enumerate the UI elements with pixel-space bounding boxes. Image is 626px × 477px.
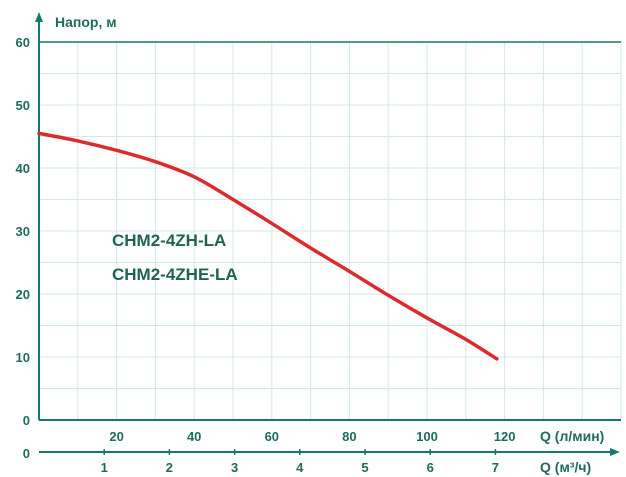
x-tick-label-lpm: 120 bbox=[494, 429, 516, 444]
y-tick-label: 20 bbox=[16, 287, 30, 302]
x-tick-label-lpm: 80 bbox=[342, 429, 356, 444]
x-axis-title-lpm: Q (л/мин) bbox=[540, 428, 604, 444]
x-tick-label-m3h: 5 bbox=[361, 460, 368, 475]
x-tick-label-lpm: 20 bbox=[109, 429, 123, 444]
x-axis-title-m3h: Q (м³/ч) bbox=[540, 459, 591, 475]
model-label-2: CHM2-4ZHE-LA bbox=[112, 265, 238, 284]
x-axis-arrow bbox=[610, 448, 620, 456]
axes bbox=[35, 12, 621, 456]
x-tick-label-m3h-zero: 0 bbox=[23, 446, 30, 461]
y-axis-title: Напор, м bbox=[55, 14, 117, 30]
labels: 0 10 20 30 40 50 60 20 40 60 80 100 120 0 1 2 3 4 5 6 7 Напор… bbox=[16, 14, 605, 475]
x-tick-label-lpm: 100 bbox=[416, 429, 438, 444]
series-marks bbox=[37, 131, 499, 361]
y-tick-label: 30 bbox=[16, 224, 30, 239]
y-tick-label: 0 bbox=[23, 413, 30, 428]
x-tick-label-m3h: 2 bbox=[166, 460, 173, 475]
pump-curve-line bbox=[37, 131, 499, 361]
x-tick-label-m3h: 4 bbox=[296, 460, 304, 475]
y-axis-arrow bbox=[35, 12, 43, 22]
x-tick-label-m3h: 7 bbox=[492, 460, 499, 475]
y-tick-label: 60 bbox=[16, 35, 30, 50]
x-tick-label-m3h: 1 bbox=[101, 460, 108, 475]
model-label-1: CHM2-4ZH-LA bbox=[112, 231, 226, 250]
x-tick-label-m3h: 6 bbox=[427, 460, 434, 475]
x-tick-label-m3h: 3 bbox=[231, 460, 238, 475]
y-tick-label: 50 bbox=[16, 98, 30, 113]
x-tick-label-lpm: 60 bbox=[265, 429, 279, 444]
x-tick-label-lpm: 40 bbox=[187, 429, 201, 444]
y-tick-label: 10 bbox=[16, 350, 30, 365]
y-tick-label: 40 bbox=[16, 161, 30, 176]
